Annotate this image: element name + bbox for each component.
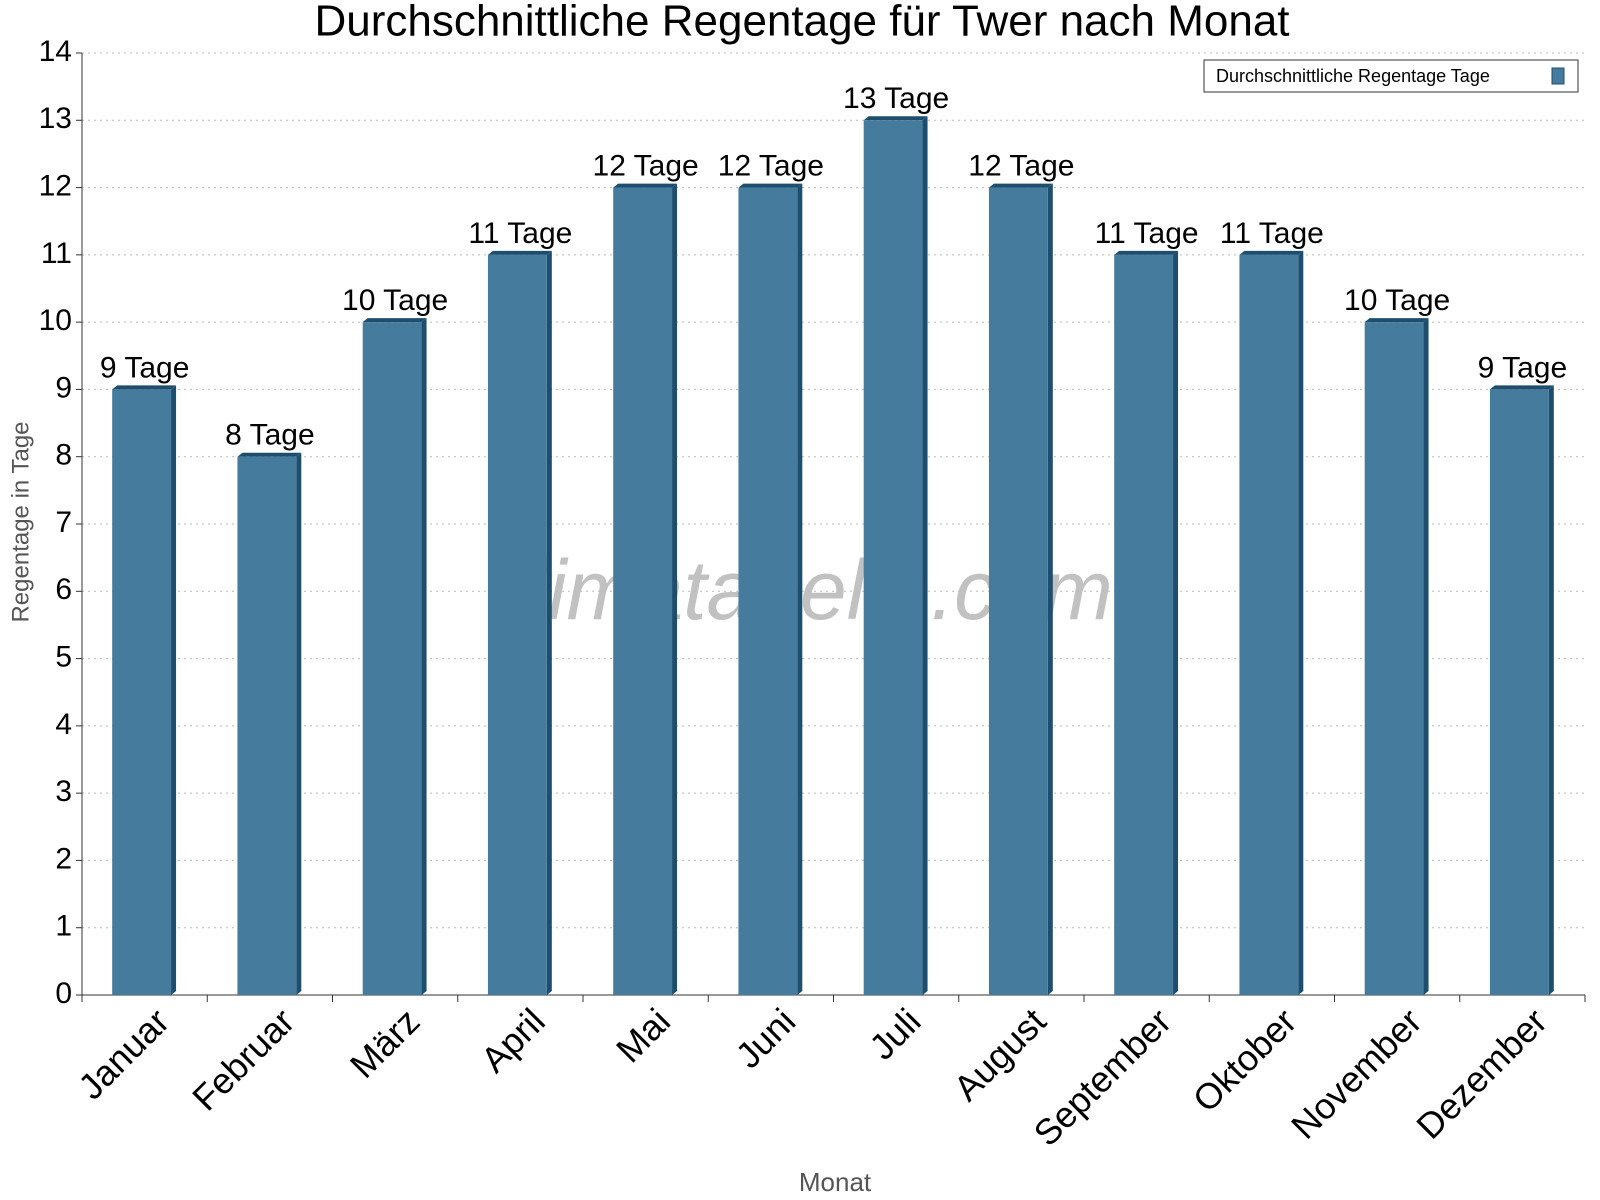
bar-top	[1114, 250, 1179, 255]
bar-top	[613, 183, 678, 188]
y-tick-label: 3	[55, 775, 72, 808]
value-label: 12 Tage	[593, 149, 699, 182]
value-label: 11 Tage	[468, 217, 572, 250]
y-tick-label: 8	[55, 439, 72, 472]
bar	[613, 187, 673, 996]
y-tick-label: 1	[55, 910, 72, 943]
bar	[863, 120, 923, 996]
bar-side	[672, 183, 678, 996]
y-tick-label: 14	[39, 35, 72, 68]
bar	[1489, 389, 1549, 995]
value-label: 11 Tage	[1220, 217, 1324, 250]
x-tick-label: August	[946, 1000, 1054, 1108]
bar-top	[112, 385, 177, 390]
bar	[1364, 322, 1424, 996]
y-tick-label: 5	[55, 640, 72, 673]
bar-side	[1047, 183, 1053, 996]
bar-side	[1173, 250, 1179, 995]
value-label: 9 Tage	[100, 351, 190, 384]
bar-top	[738, 183, 803, 188]
x-tick-label: Mai	[608, 1000, 678, 1070]
x-tick-label: Juli	[861, 1000, 928, 1067]
value-label: 9 Tage	[1478, 351, 1568, 384]
bar-top	[1364, 318, 1429, 323]
value-label: 10 Tage	[342, 284, 448, 317]
bar-top	[487, 250, 552, 255]
y-tick-label: 12	[39, 169, 72, 202]
y-axis-label: Regentage in Tage	[7, 421, 34, 622]
bar	[487, 254, 547, 995]
y-tick-label: 2	[55, 842, 72, 875]
x-tick-label: März	[342, 1000, 428, 1086]
legend-label: Durchschnittliche Regentage Tage	[1216, 66, 1490, 86]
y-tick-label: 10	[39, 304, 72, 337]
y-tick-label: 7	[55, 506, 72, 539]
bar-top	[362, 318, 427, 323]
bar	[112, 389, 172, 995]
x-axis-label: Monat	[799, 1167, 872, 1197]
bar-side	[1298, 250, 1304, 995]
value-label: 12 Tage	[718, 149, 824, 182]
bar	[738, 187, 798, 996]
bar-top	[1489, 385, 1554, 390]
bar-side	[171, 385, 177, 995]
legend-box	[1203, 59, 1579, 93]
x-tick-label: April	[473, 1000, 553, 1080]
bar	[237, 456, 297, 995]
y-tick-label: 13	[39, 102, 72, 135]
value-label: 8 Tage	[225, 419, 315, 452]
x-tick-label: Februar	[184, 1000, 302, 1118]
legend-swatch	[1551, 67, 1565, 85]
bar	[362, 322, 422, 996]
bar	[988, 187, 1048, 996]
bar-side	[922, 116, 928, 996]
bar-top	[863, 116, 928, 121]
bar	[1114, 254, 1174, 995]
bar-side	[1548, 385, 1554, 995]
bar-side	[546, 250, 552, 995]
x-tick-label: Dezember	[1408, 1000, 1554, 1146]
x-tick-label: September	[1025, 1000, 1179, 1154]
bar-top	[1239, 250, 1304, 255]
bar-side	[797, 183, 803, 996]
bar-side	[421, 318, 427, 996]
value-label: 10 Tage	[1344, 284, 1450, 317]
x-tick-label: Oktober	[1185, 1000, 1305, 1120]
value-label: 13 Tage	[843, 82, 949, 115]
y-tick-label: 0	[55, 977, 72, 1010]
x-tick-label: Januar	[70, 1000, 177, 1107]
value-label: 11 Tage	[1095, 217, 1199, 250]
y-tick-label: 11	[41, 237, 72, 270]
y-tick-label: 9	[55, 371, 72, 404]
bar-top	[988, 183, 1053, 188]
value-label: 12 Tage	[968, 149, 1074, 182]
x-tick-label: November	[1283, 1000, 1429, 1146]
bar-side	[1423, 318, 1429, 996]
bar-top	[237, 452, 302, 457]
chart-title: Durchschnittliche Regentage für Twer nac…	[314, 0, 1289, 46]
legend: Durchschnittliche Regentage Tage	[1203, 59, 1579, 93]
y-tick-label: 4	[55, 708, 72, 741]
x-tick-label: Juni	[728, 1000, 804, 1076]
bar-side	[296, 452, 302, 995]
y-tick-label: 6	[55, 573, 72, 606]
bar	[1239, 254, 1299, 995]
